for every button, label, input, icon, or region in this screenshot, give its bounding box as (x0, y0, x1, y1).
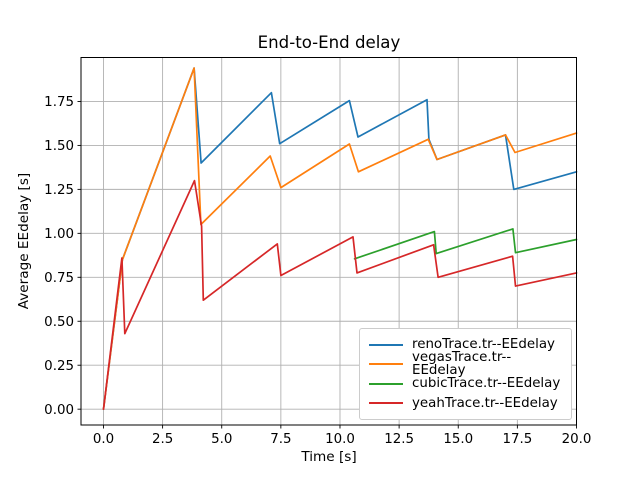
svg-text:5.0: 5.0 (211, 432, 232, 447)
svg-text:2.5: 2.5 (152, 432, 173, 447)
svg-text:10.0: 10.0 (325, 432, 355, 447)
svg-text:1.75: 1.75 (44, 95, 74, 110)
x-axis-tick-labels: 0.0 2.5 5.0 7.5 10.0 12.5 15.0 17.5 20.0 (93, 432, 592, 447)
series-line-yeahTrace (102, 179, 578, 411)
svg-text:0.50: 0.50 (44, 315, 74, 330)
svg-text:7.5: 7.5 (270, 432, 291, 447)
svg-text:0.0: 0.0 (93, 432, 114, 447)
plot-border (80, 57, 577, 426)
series-line-vegasTrace (102, 67, 578, 411)
legend-item-yeah: yeahTrace.tr--EEdelay (369, 394, 563, 413)
yeah-line-sample (369, 402, 403, 405)
legend-item-label: yeahTrace.tr--EEdelay (412, 395, 558, 411)
svg-text:0.75: 0.75 (44, 271, 74, 286)
svg-text:15.0: 15.0 (443, 432, 473, 447)
legend-item-label: renoTrace.tr--EEdelay (412, 336, 555, 352)
svg-text:17.5: 17.5 (502, 432, 532, 447)
legend-item-label: vegasTrace.tr--EEdelay (412, 349, 512, 379)
legend-item-cubic: cubicTrace.tr--EEdelay (369, 374, 563, 393)
legend: renoTrace.tr--EEdelay vegasTrace.tr--EEd… (359, 328, 572, 420)
svg-text:1.50: 1.50 (44, 139, 74, 154)
cubic-line-sample (369, 382, 403, 385)
y-axis-ticks (77, 101, 81, 410)
chart-title: End-to-End delay (257, 33, 401, 52)
x-axis-label: Time [s] (301, 449, 357, 465)
legend-item-reno: renoTrace.tr--EEdelay (369, 335, 563, 354)
svg-text:0.00: 0.00 (44, 403, 74, 418)
y-axis-label: Average EEdelay [s] (16, 172, 32, 310)
vegas-line-sample (369, 363, 403, 366)
svg-text:1.25: 1.25 (44, 183, 74, 198)
svg-text:0.25: 0.25 (44, 359, 74, 374)
svg-text:12.5: 12.5 (384, 432, 414, 447)
gridlines (81, 57, 577, 425)
series-line-cubicTrace (353, 228, 578, 260)
reno-line-sample (369, 343, 403, 346)
y-axis-tick-labels: 0.00 0.25 0.50 0.75 1.00 1.25 1.50 1.75 (44, 95, 74, 418)
svg-text:1.00: 1.00 (44, 227, 74, 242)
x-axis-ticks (103, 425, 577, 429)
legend-item-label: cubicTrace.tr--EEdelay (412, 376, 561, 392)
svg-text:20.0: 20.0 (562, 432, 592, 447)
legend-item-vegas: vegasTrace.tr--EEdelay (369, 351, 563, 377)
